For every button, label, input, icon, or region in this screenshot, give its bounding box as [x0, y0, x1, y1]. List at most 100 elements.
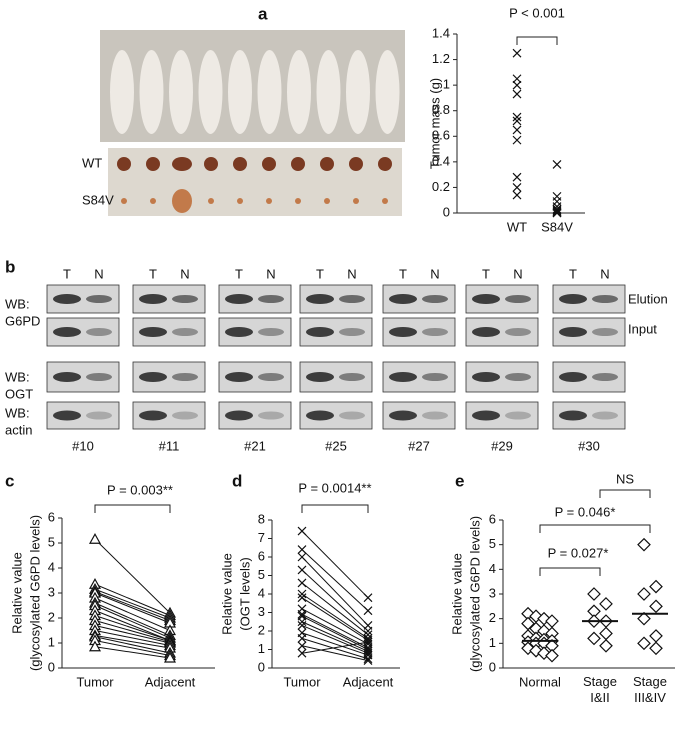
pair-line	[94, 630, 171, 646]
pair-line	[94, 640, 171, 656]
band	[472, 410, 500, 421]
pair-line	[301, 608, 369, 645]
band	[559, 372, 587, 382]
lane-label: T	[316, 266, 324, 281]
band	[225, 327, 253, 337]
band	[559, 327, 587, 337]
band	[225, 410, 253, 421]
pair-line	[301, 632, 369, 656]
band	[86, 295, 112, 303]
point	[512, 172, 522, 182]
tumor	[295, 198, 301, 204]
band	[53, 372, 81, 382]
y-tick-label: 0	[258, 659, 265, 674]
y-axis-label: Relative value	[219, 553, 234, 635]
point	[545, 648, 559, 663]
pair-line	[94, 610, 171, 641]
pair-line	[94, 635, 171, 649]
point	[552, 204, 562, 214]
blot	[382, 317, 456, 347]
pair-line	[94, 636, 171, 654]
band	[306, 294, 334, 304]
tumor	[262, 157, 276, 171]
pair-line	[94, 588, 171, 619]
tumor	[266, 198, 272, 204]
panel-label: c	[5, 471, 14, 490]
band	[505, 373, 531, 381]
lane-label: N	[94, 266, 103, 281]
pair-line	[301, 593, 369, 639]
point	[297, 565, 307, 575]
wb-label: G6PD	[5, 313, 40, 328]
point	[512, 48, 522, 58]
point	[512, 89, 522, 99]
lane-label: T	[63, 266, 71, 281]
lane-label: T	[482, 266, 490, 281]
wb-label: actin	[5, 422, 32, 437]
pair-line	[94, 646, 171, 659]
point	[297, 648, 307, 658]
pair-line	[301, 556, 369, 626]
photo-label: WT	[82, 155, 102, 170]
sample-label: #25	[325, 438, 347, 453]
blot	[46, 317, 120, 347]
x-tick-label: Normal	[519, 674, 561, 689]
y-tick-label: 0	[443, 204, 450, 219]
bracket	[516, 36, 558, 45]
point	[649, 579, 663, 594]
point	[637, 636, 651, 651]
y-tick-label: 4	[48, 559, 55, 574]
band	[53, 327, 81, 337]
pair-line	[301, 637, 369, 660]
lane-label: T	[399, 266, 407, 281]
sample-label: #10	[72, 438, 94, 453]
band	[306, 327, 334, 337]
point	[363, 606, 373, 616]
point	[297, 578, 307, 588]
lane-label: N	[266, 266, 275, 281]
y-tick-label: 1.4	[432, 25, 450, 40]
lane-label: N	[600, 266, 609, 281]
bracket	[94, 504, 171, 513]
annotation: NS	[616, 471, 634, 486]
tumor	[172, 157, 192, 171]
point	[88, 640, 102, 652]
point	[512, 80, 522, 90]
y-tick-label: 5	[48, 534, 55, 549]
y-tick-label: 0.8	[432, 102, 450, 117]
sample-label: #29	[491, 438, 513, 453]
band	[86, 328, 112, 336]
pair-line	[94, 592, 171, 624]
y-axis-label: (OGT levels)	[237, 557, 252, 630]
panel-label: e	[455, 471, 464, 490]
y-tick-label: 3	[489, 585, 496, 600]
tumor	[208, 198, 214, 204]
mouse	[287, 50, 311, 134]
lane-label: N	[430, 266, 439, 281]
pair-line	[94, 597, 171, 631]
x-tick-label: Stage I&II	[583, 674, 617, 705]
wb-label: WB:	[5, 405, 30, 420]
band	[172, 411, 198, 420]
y-tick-label: 2	[489, 610, 496, 625]
pair-line	[94, 620, 171, 643]
point	[512, 135, 522, 145]
tumor	[291, 157, 305, 171]
band	[86, 373, 112, 381]
x-tick-label: Stage III&IV	[633, 674, 667, 705]
pair-line	[301, 569, 369, 632]
band	[306, 372, 334, 382]
photo-label: S84V	[82, 192, 114, 207]
band	[53, 294, 81, 304]
y-tick-label: 7	[258, 530, 265, 545]
band	[505, 411, 531, 420]
band	[339, 328, 365, 336]
panel-label: a	[258, 4, 268, 23]
point	[637, 537, 651, 552]
lane-label: N	[180, 266, 189, 281]
pair-line	[94, 583, 171, 616]
mouse	[228, 50, 252, 134]
point	[297, 633, 307, 643]
point	[363, 626, 373, 636]
